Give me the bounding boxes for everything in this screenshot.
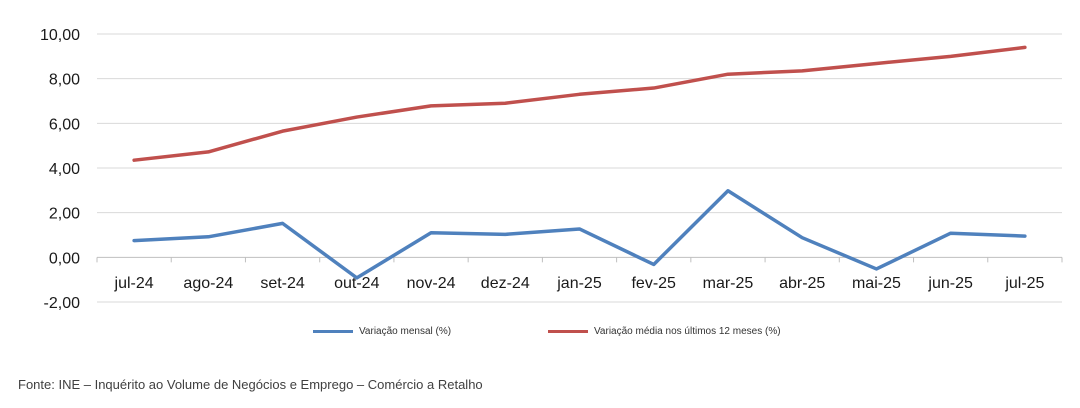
source-note: Fonte: INE – Inquérito ao Volume de Negó… xyxy=(18,377,483,392)
legend-item-monthly: Variação mensal (%) xyxy=(313,326,451,337)
line-chart: -2,00 0,00 2,00 4,00 6,00 8,00 10,00 jul-24 ago… xyxy=(40,27,1063,312)
x-tick-label: jan-25 xyxy=(556,275,602,292)
y-tick-label: 4,00 xyxy=(49,161,80,178)
x-tick-label: abr-25 xyxy=(779,275,825,292)
y-tick-label: 0,00 xyxy=(49,250,80,267)
gridlines xyxy=(96,33,1063,303)
x-tick-label: mar-25 xyxy=(703,275,754,292)
y-tick-label: 2,00 xyxy=(49,206,80,223)
x-tick-label: out-24 xyxy=(334,275,379,292)
legend-item-12-month-average: Variação média nos últimos 12 meses (%) xyxy=(548,326,781,337)
series-line-12-month-average xyxy=(132,45,1027,162)
legend-label-12-month-average: Variação média nos últimos 12 meses (%) xyxy=(594,326,781,337)
x-tick-label: nov-24 xyxy=(407,275,456,292)
x-tick-label: jul-25 xyxy=(1004,275,1044,292)
y-axis-ticks: -2,00 0,00 2,00 4,00 6,00 8,00 10,00 xyxy=(40,27,80,312)
x-tick-label: set-24 xyxy=(260,275,305,292)
y-tick-label: -2,00 xyxy=(44,295,81,312)
x-tick-label: mai-25 xyxy=(852,275,901,292)
x-tick-label: jul-24 xyxy=(114,275,154,292)
x-tick-label: dez-24 xyxy=(481,275,530,292)
legend: Variação mensal (%) Variação média nos ú… xyxy=(0,326,1080,346)
legend-label-monthly: Variação mensal (%) xyxy=(359,326,452,337)
x-tick-label: ago-24 xyxy=(183,275,233,292)
x-tick-label: jun-25 xyxy=(927,275,973,292)
series-line-monthly xyxy=(132,189,1027,280)
x-axis-ticks: jul-24 ago-24 set-24 out-24 nov-24 dez-24 jan-… xyxy=(114,275,1045,292)
y-tick-label: 10,00 xyxy=(40,27,80,44)
series-lines xyxy=(132,45,1027,280)
y-tick-label: 6,00 xyxy=(49,116,80,133)
x-tick-label: fev-25 xyxy=(631,275,676,292)
y-tick-label: 8,00 xyxy=(49,72,80,89)
legend-swatch-monthly xyxy=(313,330,353,333)
legend-swatch-12-month-average xyxy=(548,330,588,333)
